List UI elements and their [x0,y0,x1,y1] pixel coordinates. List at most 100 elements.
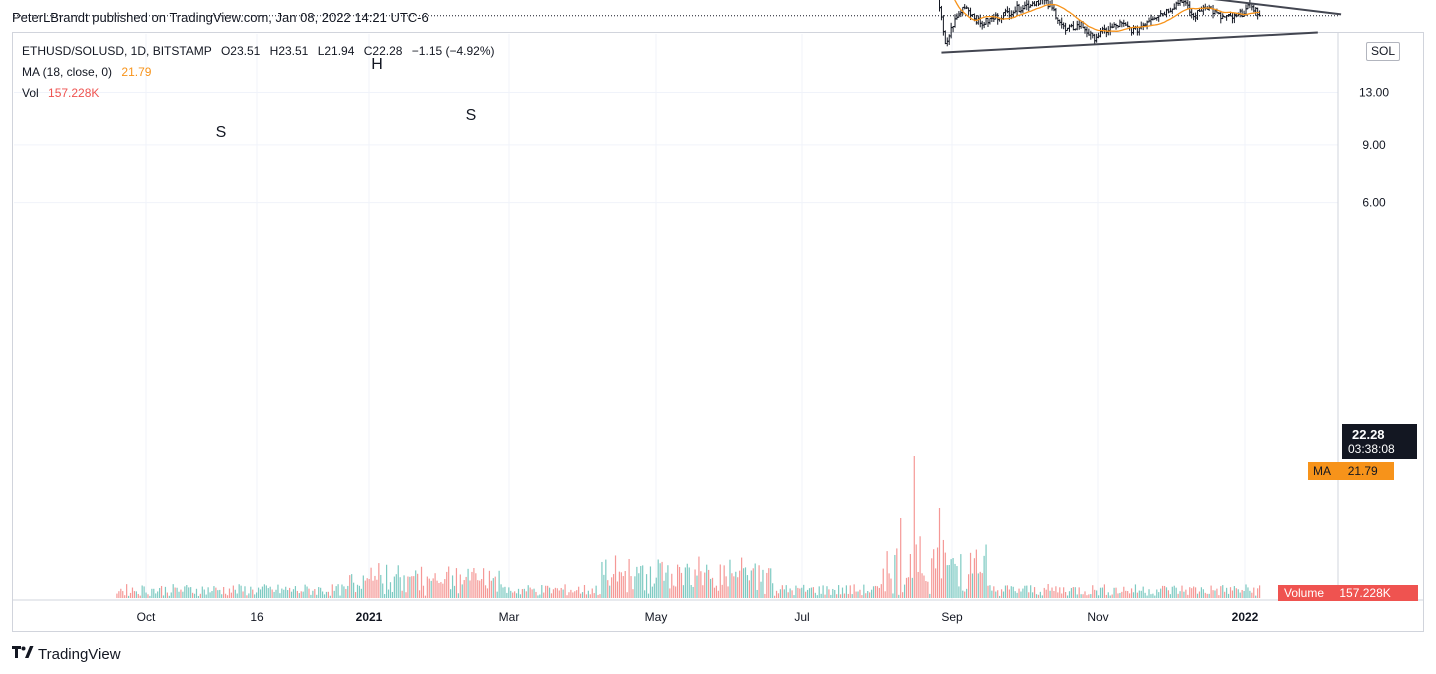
volume-bar [1045,589,1047,598]
volume-bar [1130,588,1133,598]
time-tick-label: Mar [499,610,520,624]
volume-bar [242,591,244,598]
volume-bar [240,585,242,598]
volume-bar [1113,587,1115,598]
footer-brand[interactable]: TradingView [12,644,121,664]
ma-legend[interactable]: MA (18, close, 0) 21.79 [22,65,151,79]
volume-bar [395,574,397,598]
volume-bar [226,595,229,598]
volume-bar [335,586,337,598]
volume-bar [801,587,803,598]
volume-bar [174,587,176,598]
volume-bar [1030,585,1032,598]
volume-bar [190,587,192,598]
volume-bar [971,573,974,598]
volume-bar [1210,585,1212,598]
volume-bar [329,595,331,598]
volume-bar [1043,587,1045,598]
volume-bar [428,578,430,598]
volume-bar [1160,588,1162,598]
volume-bar [1235,588,1237,598]
volume-bar [956,566,958,598]
volume-bar [320,587,322,598]
volume-bar [733,576,735,598]
volume-bar [735,571,737,598]
volume-bar [246,595,248,598]
volume-bar [869,592,871,598]
volume-bar [554,587,556,598]
volume-bar [259,589,262,598]
volume-bar [979,571,981,598]
volume-bar [479,580,481,598]
chart-frame[interactable] [12,32,1424,632]
volume-bar [1035,594,1038,598]
volume-bar [519,594,522,598]
volume-bar [166,592,168,598]
volume-bar [964,591,966,598]
volume-bar [151,588,153,598]
volume-bar [1173,585,1175,598]
volume-bar [797,587,799,598]
volume-bar [838,585,840,598]
volume-bar [803,584,805,598]
volume-bar [1014,591,1016,598]
volume-bar [810,587,813,598]
volume-bar [531,589,533,598]
volume-bar [312,590,314,598]
volume-bar [560,587,562,598]
volume-bar [580,593,582,598]
volume-bar [649,566,652,598]
volume-bar [1121,591,1123,598]
volume-bar [461,584,463,598]
volume-bar [354,592,357,598]
volume-bar [1167,590,1170,598]
volume-bar [1142,586,1144,598]
volume-bar [667,565,669,598]
volume-bar [721,584,723,598]
volume-bar [149,595,151,598]
volume-bar [977,573,979,598]
volume-bar [1204,592,1206,598]
volume-bar [828,589,830,598]
symbol-legend: ETHUSD/SOLUSD, 1D, BITSTAMP O23.51 H23.5… [22,44,495,58]
volume-bar [607,580,609,598]
volume-bar [1193,586,1195,598]
volume-bar [628,558,630,598]
volume-bar [1253,587,1255,598]
volume-bar [537,595,539,598]
volume-bar [162,595,165,598]
volume-bar [1154,595,1156,598]
volume-bar [894,554,896,598]
volume-bar [1101,587,1104,598]
volume-bars [116,456,1261,598]
volume-bar [566,595,568,598]
volume-legend[interactable]: Vol 157.228K [22,86,99,100]
volume-bar [321,591,324,598]
pattern-annotation: S [466,107,477,124]
volume-bar [548,587,551,598]
volume-bar [841,587,844,598]
volume-bar [160,585,163,598]
currency-badge[interactable]: SOL [1366,42,1400,61]
volume-bar [1107,592,1109,598]
volume-bar [492,578,494,598]
symbol-name[interactable]: ETHUSD/SOLUSD, 1D, BITSTAMP [22,44,212,58]
volume-bar [942,539,944,598]
volume-bar [752,568,754,598]
volume-bar [118,591,120,598]
volume-bar [1070,588,1073,598]
volume-bar [907,577,910,598]
volume-bar [1163,585,1166,598]
volume-bar [131,587,134,598]
volume-bar [366,578,368,598]
volume-bar [1212,590,1214,598]
volume-bar [574,591,576,598]
volume-bar [1175,587,1177,598]
volume-bar [638,573,640,598]
volume-bar [450,589,452,598]
volume-bar [494,576,496,598]
volume-bar [659,563,661,598]
volume-bar [682,585,685,598]
volume-bar [952,558,954,598]
